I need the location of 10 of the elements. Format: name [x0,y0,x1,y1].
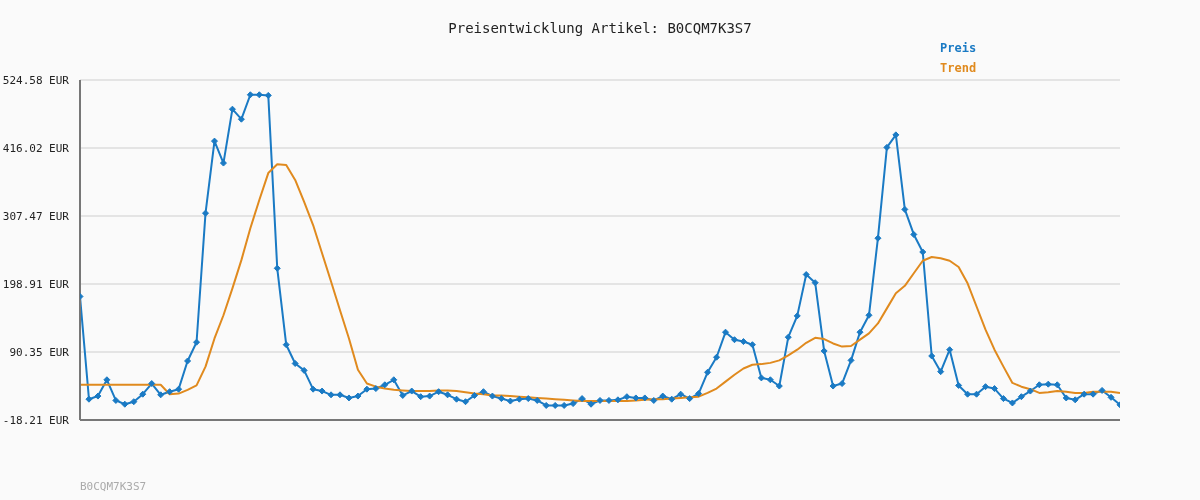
chart-title: Preisentwicklung Artikel: B0CQM7K3S7 [447,20,753,36]
text: Preis [940,40,977,57]
y-tick-label: 524.58 EUR [2,74,70,87]
text: B0CQM7K3S7 [80,480,147,493]
y-tick-label: 307.47 EUR [2,210,70,223]
y-tick-label: 416.02 EUR [2,142,70,155]
text: Trend [940,60,977,77]
y-tick-label: -18.21 EUR [2,414,70,427]
y-tick-label: 90.35 EUR [9,346,70,359]
y-tick-label: 198.91 EUR [2,278,70,291]
